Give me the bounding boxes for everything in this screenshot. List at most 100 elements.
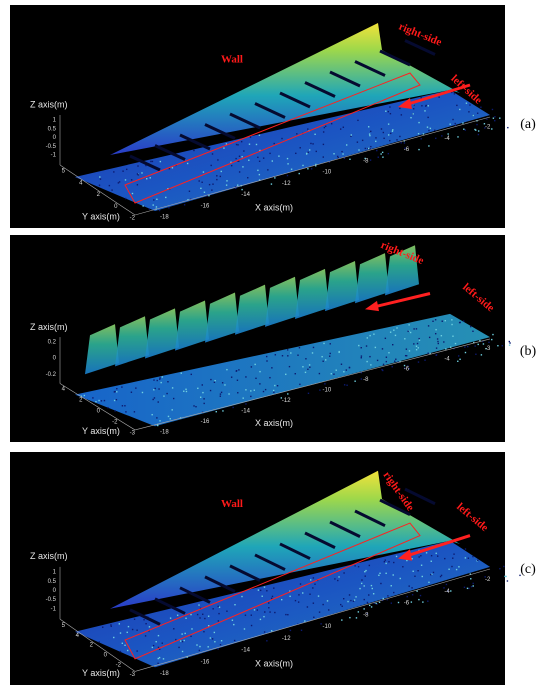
point — [430, 573, 432, 576]
point — [136, 629, 138, 631]
point — [163, 395, 165, 397]
point — [453, 347, 455, 350]
point — [202, 613, 204, 615]
x-axis-label: X axis(m) — [255, 418, 293, 428]
point — [234, 187, 237, 189]
window-gap — [329, 520, 361, 538]
x-tick-label: -16 — [201, 203, 210, 209]
point — [186, 656, 188, 658]
y-tick-label: 4 — [62, 387, 66, 393]
point — [477, 343, 479, 346]
point — [381, 368, 383, 371]
point — [181, 640, 184, 643]
point — [322, 156, 324, 158]
point — [312, 577, 315, 579]
point — [420, 564, 423, 566]
point — [330, 373, 332, 375]
x-tick-label: -3 — [485, 346, 491, 352]
x-tick-label: -12 — [282, 398, 291, 404]
point — [357, 566, 360, 568]
point — [451, 91, 453, 94]
point — [302, 366, 304, 368]
point — [435, 347, 438, 349]
point — [464, 129, 467, 131]
window-gap — [154, 144, 186, 161]
point — [185, 390, 188, 393]
floor — [75, 90, 490, 211]
point — [369, 159, 372, 161]
point — [450, 590, 452, 592]
x-tick-label: -6 — [404, 601, 410, 607]
point — [213, 631, 216, 634]
point — [346, 384, 348, 386]
point — [133, 411, 136, 413]
point — [353, 599, 356, 601]
point — [220, 640, 223, 642]
window-gap — [254, 553, 286, 571]
point — [474, 128, 476, 131]
point — [215, 411, 217, 413]
point — [117, 182, 120, 184]
x-tick-label: -12 — [282, 636, 291, 642]
point — [180, 372, 182, 374]
point — [250, 366, 253, 368]
point — [417, 132, 420, 135]
point — [400, 142, 402, 144]
point — [236, 379, 239, 381]
point — [420, 96, 422, 99]
point — [395, 358, 397, 360]
point — [417, 347, 419, 349]
window-gap — [229, 112, 261, 130]
y-axis-label: Y axis(m) — [82, 426, 120, 436]
point — [360, 355, 363, 357]
point — [146, 178, 148, 180]
point — [342, 126, 345, 128]
point — [428, 145, 430, 147]
point — [157, 646, 160, 649]
point — [156, 417, 158, 419]
panel-label: (b) — [520, 344, 537, 359]
point — [221, 382, 224, 384]
point — [220, 391, 223, 394]
point — [422, 133, 425, 135]
point — [219, 393, 222, 395]
point — [404, 338, 406, 340]
x-tick-label: -2 — [485, 125, 491, 131]
point — [157, 401, 159, 403]
point — [274, 611, 276, 614]
point — [322, 603, 324, 606]
point — [463, 586, 466, 588]
point — [264, 611, 266, 613]
point — [416, 590, 418, 592]
point — [322, 143, 325, 146]
point — [169, 617, 172, 619]
point — [151, 160, 154, 163]
point — [299, 583, 302, 585]
point — [420, 555, 422, 557]
point — [349, 616, 351, 619]
y-tick-label: 0 — [104, 652, 108, 658]
point — [360, 371, 363, 374]
point — [445, 348, 447, 350]
point — [167, 381, 169, 383]
point — [99, 176, 101, 178]
window-gap — [304, 81, 336, 98]
point — [287, 163, 289, 165]
point — [149, 177, 151, 179]
point — [274, 384, 276, 387]
point — [393, 329, 395, 331]
point — [255, 377, 257, 380]
point — [477, 133, 480, 136]
point — [379, 572, 381, 574]
point — [406, 559, 408, 562]
point — [452, 557, 454, 559]
point — [437, 340, 439, 343]
point — [367, 147, 370, 150]
point — [391, 130, 394, 132]
point — [196, 644, 198, 646]
point — [119, 650, 122, 653]
point — [397, 601, 400, 604]
point — [389, 331, 392, 333]
point — [387, 123, 390, 125]
point — [418, 556, 420, 558]
